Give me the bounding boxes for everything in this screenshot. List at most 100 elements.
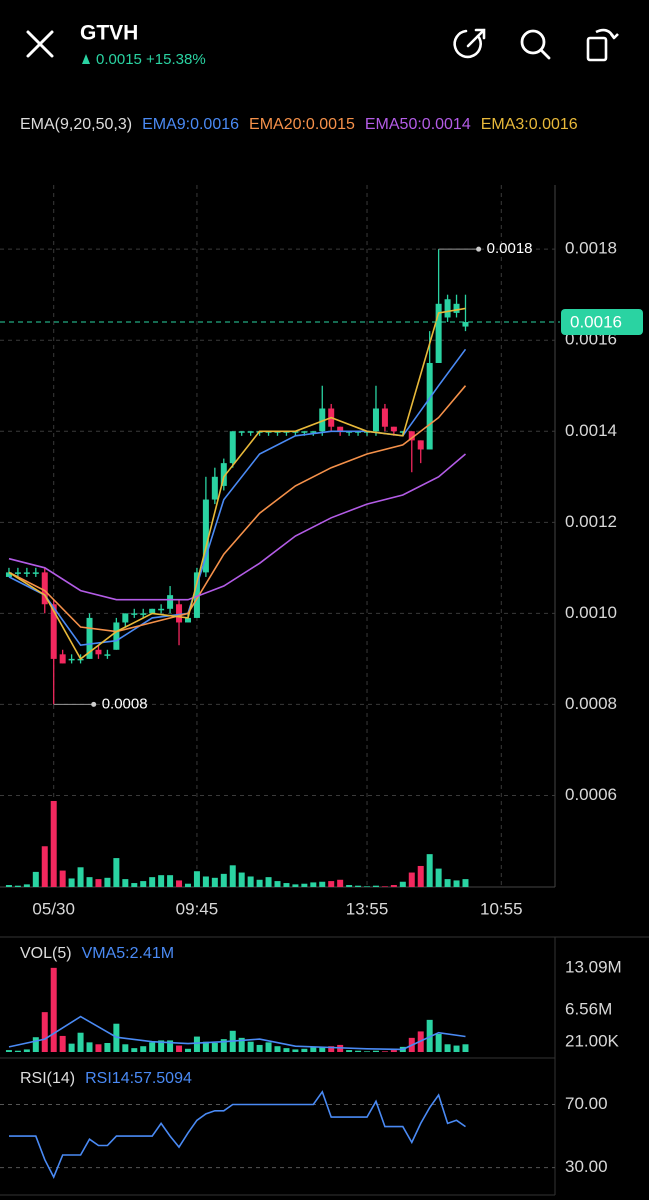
legend-entry: EMA50:0.0014 [364, 116, 471, 133]
volume-bar [104, 1043, 111, 1052]
volume-overlay-bar [77, 867, 84, 887]
candle-body [184, 617, 191, 623]
candle-body [122, 613, 129, 623]
volume-overlay-bar [399, 881, 406, 887]
volume-overlay-bar [5, 885, 12, 887]
volume-overlay-bar [59, 870, 66, 887]
volume-overlay-bar [167, 875, 174, 887]
volume-overlay-bar [193, 871, 200, 887]
volume-bar [14, 1050, 21, 1052]
volume-overlay-bar [238, 872, 245, 887]
candle-body [167, 595, 174, 609]
legend-entry: EMA9:0.0016 [142, 116, 240, 133]
volume-bar [444, 1044, 451, 1052]
volume-bar [346, 1050, 353, 1052]
volume-overlay-bar [220, 873, 227, 887]
volume-bar [328, 1046, 335, 1052]
volume-overlay-bar [14, 885, 21, 887]
candle-body [5, 572, 12, 577]
volume-overlay-bar [265, 877, 272, 887]
volume-overlay-bar [319, 881, 326, 887]
volume-bar [211, 1043, 218, 1052]
volume-bar [435, 1034, 442, 1052]
search-icon[interactable] [520, 29, 551, 60]
volume-overlay-bar [122, 879, 129, 887]
y-tick-label: 0.0018 [565, 239, 617, 258]
volume-overlay-bar [68, 878, 75, 887]
volume-overlay-bar [310, 882, 317, 887]
volume-bar [193, 1036, 200, 1052]
y-tick-label: 0.0008 [565, 694, 617, 713]
candle-body [417, 440, 424, 450]
volume-overlay-bar [104, 877, 111, 887]
volume-overlay-bar [229, 865, 236, 887]
indicator-title: RSI(14) [20, 1070, 76, 1087]
quote: 0.0015 +15.38% [96, 51, 206, 68]
candle-body [41, 572, 48, 605]
volume-bar [59, 1035, 66, 1052]
up-arrow [82, 54, 90, 64]
volume-bar [149, 1042, 156, 1052]
candle-body [381, 408, 388, 427]
candle-body [68, 658, 75, 661]
volume-overlay-bar [301, 883, 308, 887]
volume-overlay-bar [372, 885, 379, 887]
close-button[interactable] [26, 30, 54, 58]
volume-overlay-bar [41, 846, 48, 887]
candle-body [229, 431, 236, 464]
candle-body [140, 613, 147, 615]
y-tick-label: 0.0012 [565, 512, 617, 531]
volume-bar [77, 1032, 84, 1052]
volume-overlay-bar [283, 883, 290, 887]
volume-overlay-bar [256, 879, 263, 887]
candle-body [131, 613, 138, 615]
candle-body [301, 431, 308, 433]
y-tick-label: 0.0006 [565, 785, 617, 804]
x-tick-label: 09:45 [176, 899, 219, 918]
volume-overlay-bar [113, 858, 120, 887]
volume-bar [202, 1041, 209, 1052]
candle-body [319, 408, 326, 432]
volume-overlay-bar [50, 800, 57, 887]
y-tick-label: 0.0010 [565, 603, 617, 622]
volume-bar [167, 1040, 174, 1052]
indicator-title: VOL(5) [20, 945, 72, 962]
volume-overlay-bar [346, 885, 353, 887]
volume-overlay-bar [247, 876, 254, 887]
candle-body [238, 431, 245, 433]
last-price-label: 0.0016 [570, 312, 622, 331]
share-icon[interactable] [453, 28, 486, 59]
candle-body [95, 649, 102, 655]
volume-bar [274, 1046, 281, 1052]
volume-bar [301, 1048, 308, 1052]
volume-bar [32, 1037, 39, 1052]
candle-body [113, 622, 120, 650]
volume-bar [68, 1043, 75, 1052]
volume-bar [50, 967, 57, 1052]
y-tick-label: 0.0014 [565, 421, 617, 440]
last-price-tag [561, 309, 643, 336]
volume-bar [283, 1048, 290, 1052]
candle-body [176, 604, 183, 623]
volume-bar [256, 1044, 263, 1052]
volume-bar [95, 1044, 102, 1052]
candle-body [23, 572, 30, 574]
y-tick-label: 70.00 [565, 1094, 608, 1113]
candle-body [211, 476, 218, 500]
volume-overlay-bar [328, 881, 335, 887]
y-tick-label: 30.00 [565, 1157, 608, 1176]
candle-body [50, 604, 57, 659]
candle-body [149, 608, 156, 614]
rotate-icon[interactable] [586, 28, 619, 62]
legend-entry: RSI14:57.5094 [85, 1070, 192, 1087]
volume-bar [462, 1044, 469, 1052]
y-tick-label: 13.09M [565, 957, 622, 976]
volume-overlay-bar [86, 877, 93, 887]
volume-bar [372, 1050, 379, 1052]
volume-bar [364, 1051, 371, 1052]
candle-body [372, 408, 379, 432]
volume-overlay-bar [95, 879, 102, 887]
volume-bar [131, 1048, 138, 1052]
candle-body [220, 463, 227, 486]
volume-bar [184, 1048, 191, 1052]
